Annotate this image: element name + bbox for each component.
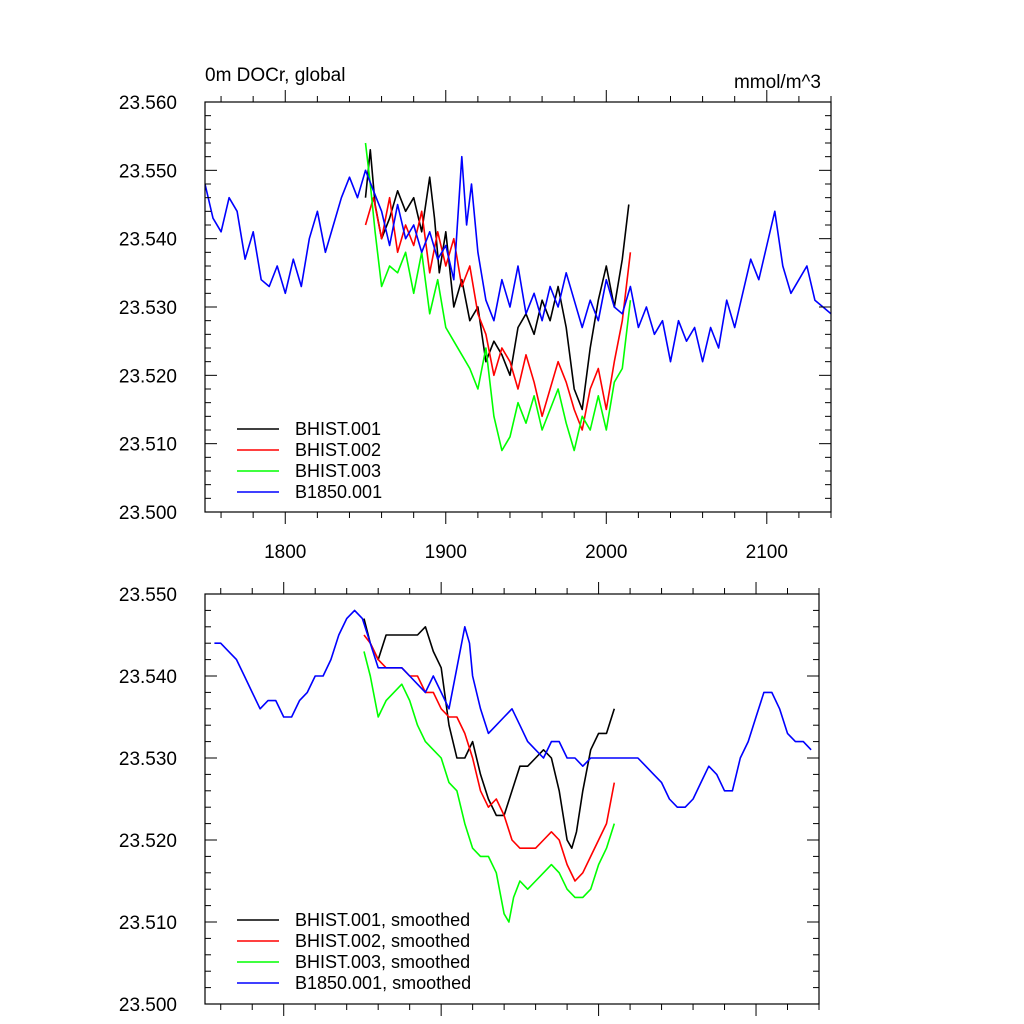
y-tick-label: 23.500 bbox=[119, 995, 177, 1016]
y-tick-label: 23.550 bbox=[119, 585, 177, 606]
series-line-bhist-001 bbox=[364, 149, 630, 411]
x-tick-label: 1800 bbox=[264, 542, 306, 563]
legend-label: BHIST.002 bbox=[295, 440, 381, 460]
series-line-b1850-001 bbox=[205, 155, 831, 363]
series-group bbox=[205, 142, 831, 452]
x-tick-label: 2000 bbox=[585, 542, 627, 563]
units-label: mmol/m^3 bbox=[734, 72, 821, 93]
plot-frame bbox=[204, 593, 820, 1005]
y-tick-label: 23.530 bbox=[119, 749, 177, 770]
legend-label: BHIST.002, smoothed bbox=[295, 931, 470, 951]
legend-label: BHIST.001, smoothed bbox=[295, 910, 470, 930]
y-tick-label: 23.560 bbox=[119, 93, 177, 114]
y-tick-label: 23.530 bbox=[119, 298, 177, 319]
bottom-panel: 23.500 23.510 23.520 23.530 23.540 23.550 BHIS… bbox=[119, 582, 820, 1016]
series-line-b1850-001-smoothed bbox=[214, 609, 812, 808]
series-line-bhist-001-smoothed bbox=[363, 618, 616, 849]
series-line-bhist-003 bbox=[364, 142, 632, 452]
y-tick-label: 23.550 bbox=[119, 161, 177, 182]
y-tick-label: 23.540 bbox=[119, 230, 177, 251]
legend-label: BHIST.003 bbox=[295, 461, 381, 481]
series-line-bhist-002 bbox=[364, 196, 632, 431]
y-tick-label: 23.540 bbox=[119, 667, 177, 688]
series-group bbox=[214, 609, 812, 923]
x-tick-label: 2100 bbox=[746, 542, 788, 563]
y-tick-label: 23.520 bbox=[119, 366, 177, 387]
y-tick-label: 23.500 bbox=[119, 503, 177, 524]
legend-label: BHIST.001 bbox=[295, 419, 381, 439]
series-line-bhist-002-smoothed bbox=[363, 634, 616, 882]
x-tick-label: 1900 bbox=[425, 542, 467, 563]
legend-label: B1850.001 bbox=[295, 482, 382, 502]
top-panel: 23.500 23.510 23.520 23.530 23.540 23.550 23.5… bbox=[119, 65, 832, 563]
y-tick-label: 23.510 bbox=[119, 913, 177, 934]
y-tick-label: 23.510 bbox=[119, 435, 177, 456]
series-line-bhist-003-smoothed bbox=[363, 651, 616, 923]
legend-label: BHIST.003, smoothed bbox=[295, 952, 470, 972]
chart-title: 0m DOCr, global bbox=[205, 65, 345, 86]
y-tick-label: 23.520 bbox=[119, 831, 177, 852]
legend-label: B1850.001, smoothed bbox=[295, 973, 471, 993]
